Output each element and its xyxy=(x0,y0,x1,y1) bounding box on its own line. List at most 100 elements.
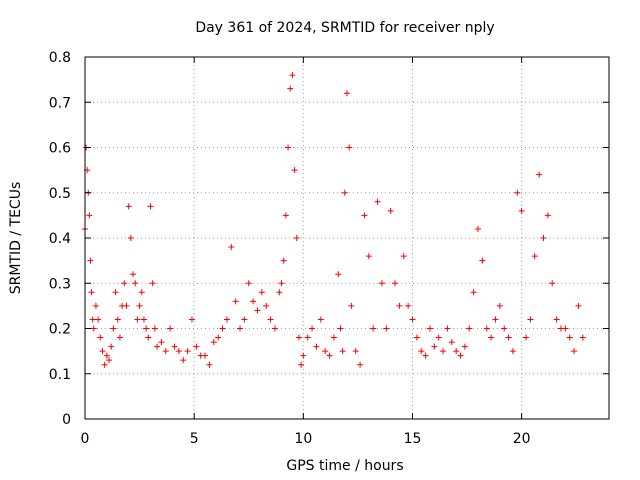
data-point xyxy=(134,316,141,323)
data-point xyxy=(180,357,187,364)
data-point xyxy=(374,198,381,205)
data-point xyxy=(313,343,320,350)
data-point xyxy=(103,352,110,359)
data-point xyxy=(101,361,108,368)
chart-title: Day 361 of 2024, SRMTID for receiver npl… xyxy=(195,20,494,36)
data-point xyxy=(357,361,364,368)
data-point xyxy=(158,339,165,346)
data-point xyxy=(518,207,525,214)
data-point xyxy=(461,343,468,350)
data-point xyxy=(527,316,534,323)
data-point xyxy=(232,298,239,305)
data-point xyxy=(383,325,390,332)
data-point xyxy=(326,352,333,359)
x-tick-label: 10 xyxy=(294,431,312,447)
data-point xyxy=(562,325,569,332)
data-point xyxy=(361,212,368,219)
grid xyxy=(85,57,609,419)
data-point xyxy=(370,325,377,332)
data-point xyxy=(114,316,121,323)
data-point xyxy=(175,348,182,355)
y-axis-label: SRMTID / TECUs xyxy=(8,182,24,295)
data-point xyxy=(123,302,130,309)
data-point xyxy=(223,316,230,323)
data-point xyxy=(435,334,442,341)
data-point xyxy=(466,325,473,332)
data-point xyxy=(210,339,217,346)
data-point xyxy=(87,257,94,264)
data-point xyxy=(237,325,244,332)
data-point xyxy=(400,253,407,260)
data-point xyxy=(544,212,551,219)
y-tick-label: 0.6 xyxy=(49,141,71,157)
data-point xyxy=(514,189,521,196)
y-tick-label: 0.5 xyxy=(49,186,71,202)
data-point xyxy=(346,144,353,151)
y-tick-label: 0.1 xyxy=(49,367,71,383)
data-point xyxy=(540,235,547,241)
data-point xyxy=(285,144,292,151)
data-point xyxy=(184,348,191,355)
data-point xyxy=(136,302,143,309)
data-point xyxy=(405,302,412,309)
data-point xyxy=(202,352,209,359)
y-tick-label: 0.4 xyxy=(49,231,71,247)
data-point xyxy=(282,212,289,219)
data-point xyxy=(348,302,355,309)
data-point xyxy=(365,253,372,260)
data-point xyxy=(322,348,329,355)
data-point xyxy=(271,325,278,332)
x-tick-label: 5 xyxy=(190,431,199,447)
data-point xyxy=(295,334,302,341)
data-point xyxy=(140,316,147,323)
data-point xyxy=(413,334,420,341)
data-point xyxy=(553,316,560,323)
data-point xyxy=(378,280,385,287)
data-point xyxy=(219,325,226,332)
y-tick-label: 0.2 xyxy=(49,322,71,338)
data-point xyxy=(431,343,438,350)
y-tick-label: 0.3 xyxy=(49,276,71,292)
data-point xyxy=(505,334,512,341)
data-point xyxy=(138,289,145,296)
data-point xyxy=(287,85,294,92)
plot-frame xyxy=(84,56,610,420)
data-point xyxy=(132,280,139,287)
data-point xyxy=(409,316,416,323)
data-point xyxy=(263,302,270,309)
data-point xyxy=(309,325,316,332)
data-point xyxy=(171,343,178,350)
data-point xyxy=(254,307,261,314)
data-point xyxy=(488,334,495,341)
data-point xyxy=(387,207,394,214)
data-point xyxy=(457,352,464,359)
data-point xyxy=(149,280,156,287)
data-point xyxy=(344,90,350,97)
data-point xyxy=(337,325,344,332)
data-point xyxy=(143,325,150,332)
data-point xyxy=(280,257,287,264)
data-point xyxy=(339,348,346,355)
data-point xyxy=(341,189,348,196)
data-point xyxy=(193,343,200,350)
data-point xyxy=(531,253,538,260)
data-point xyxy=(89,316,96,323)
x-axis-label: GPS time / hours xyxy=(286,458,403,474)
data-point xyxy=(509,348,516,355)
data-point xyxy=(145,334,152,341)
data-point xyxy=(549,280,556,287)
data-point xyxy=(121,280,128,287)
data-point xyxy=(444,325,451,332)
tick-labels: 0 5 10 15 20 0 0.1 0.2 0.3 0.4 0.5 0.6 0.7 0.8 xyxy=(49,50,531,447)
data-point xyxy=(112,289,119,296)
data-point xyxy=(483,325,490,332)
data-point xyxy=(492,316,499,323)
data-point xyxy=(276,289,283,296)
data-point xyxy=(86,212,93,219)
data-point xyxy=(536,171,543,178)
data-point xyxy=(215,334,222,341)
data-point xyxy=(571,348,578,355)
data-point xyxy=(392,280,399,287)
data-point xyxy=(151,325,158,332)
